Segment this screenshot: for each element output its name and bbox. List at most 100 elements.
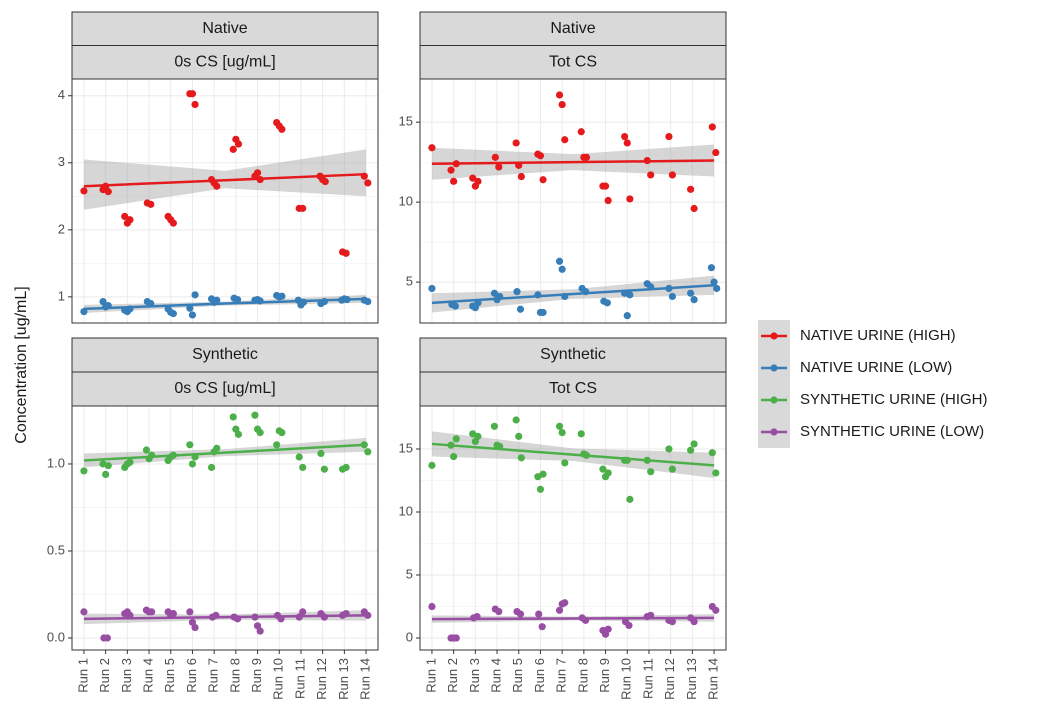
point	[451, 302, 459, 310]
point	[121, 212, 129, 221]
panel-border	[71, 405, 379, 651]
point	[148, 608, 156, 616]
x-tick-label: Run 7	[206, 658, 221, 693]
y-tick-label: 1	[58, 288, 65, 303]
point	[577, 430, 585, 438]
x-tick-label: Run 3	[467, 658, 482, 693]
x-tick-label: Run 9	[249, 658, 264, 693]
point	[687, 289, 695, 297]
point	[536, 485, 545, 493]
point	[690, 296, 698, 304]
point	[516, 610, 525, 618]
point	[516, 305, 525, 313]
point	[604, 625, 612, 633]
panel-background	[72, 79, 378, 323]
point	[364, 179, 372, 187]
point	[103, 634, 111, 642]
x-tick-label: Run 6	[184, 658, 199, 693]
strip-background	[71, 337, 379, 373]
x-tick-label: Run 8	[575, 658, 590, 693]
legend-label: NATIVE URINE (HIGH)	[800, 327, 956, 344]
point	[708, 123, 716, 131]
x-tick-label: Run 7	[554, 658, 569, 693]
point	[538, 623, 546, 631]
point	[536, 152, 545, 160]
y-tick-label: 2	[58, 221, 65, 236]
y-tick-label: 4	[58, 87, 65, 102]
y-tick-label: 10	[399, 194, 413, 209]
point	[188, 311, 197, 319]
point	[555, 91, 564, 99]
legend-label: NATIVE URINE (LOW)	[800, 359, 952, 376]
y-tick-label: 5	[406, 566, 413, 581]
point	[299, 204, 307, 212]
point	[474, 177, 482, 185]
point	[447, 166, 455, 174]
legend-label: SYNTHETIC URINE (LOW)	[800, 423, 984, 440]
fit-line	[431, 284, 715, 305]
point	[604, 196, 612, 205]
point	[561, 459, 569, 467]
point	[188, 90, 197, 98]
point	[80, 467, 88, 475]
point	[469, 174, 477, 182]
point	[707, 264, 716, 272]
point	[561, 136, 569, 144]
legend-label: SYNTHETIC URINE (HIGH)	[800, 391, 988, 408]
point	[495, 163, 503, 171]
x-tick-label: Run 4	[140, 658, 155, 693]
x-tick-label: Run 11	[640, 658, 655, 699]
x-tick-label: Run 13	[684, 658, 699, 700]
point	[668, 171, 676, 179]
x-tick-label: Run 4	[488, 658, 503, 693]
y-tick-label: 0.0	[47, 629, 65, 644]
point	[668, 618, 676, 626]
point	[191, 623, 199, 632]
point	[623, 139, 631, 147]
point	[490, 289, 499, 297]
strip-background	[71, 371, 379, 407]
point	[558, 100, 566, 109]
point	[513, 288, 521, 296]
point	[169, 610, 177, 618]
point	[539, 470, 547, 478]
point	[253, 169, 262, 177]
fit-line	[83, 172, 367, 188]
x-tick-label: Run 14	[358, 658, 373, 700]
strip-label: 0s CS [ug/mL]	[174, 53, 275, 70]
point	[256, 429, 264, 437]
point	[603, 299, 611, 307]
fit-line	[431, 616, 715, 621]
point	[229, 145, 237, 153]
point	[273, 441, 281, 449]
point	[234, 140, 243, 148]
point	[561, 599, 569, 607]
x-tick-label: Run 8	[227, 658, 242, 693]
point	[710, 278, 718, 286]
point	[104, 462, 112, 470]
x-tick-label: Run 11	[292, 658, 307, 699]
point	[364, 611, 372, 619]
point	[364, 448, 372, 456]
point	[188, 460, 197, 468]
point	[712, 606, 720, 614]
point	[169, 219, 177, 227]
point	[539, 308, 547, 317]
point	[104, 188, 112, 196]
point	[450, 452, 458, 461]
point	[450, 177, 458, 185]
x-tick-label: Run 10	[619, 658, 634, 700]
point	[102, 470, 110, 478]
point	[474, 432, 482, 440]
point	[712, 148, 720, 157]
point	[233, 295, 242, 304]
point	[555, 422, 564, 430]
point	[582, 153, 591, 161]
point	[647, 468, 655, 476]
x-tick-label: Run 5	[162, 658, 177, 693]
point	[687, 446, 695, 454]
y-tick-label: 1.0	[47, 455, 65, 470]
point	[577, 128, 585, 136]
strip-background	[71, 11, 379, 46]
point	[186, 304, 194, 312]
